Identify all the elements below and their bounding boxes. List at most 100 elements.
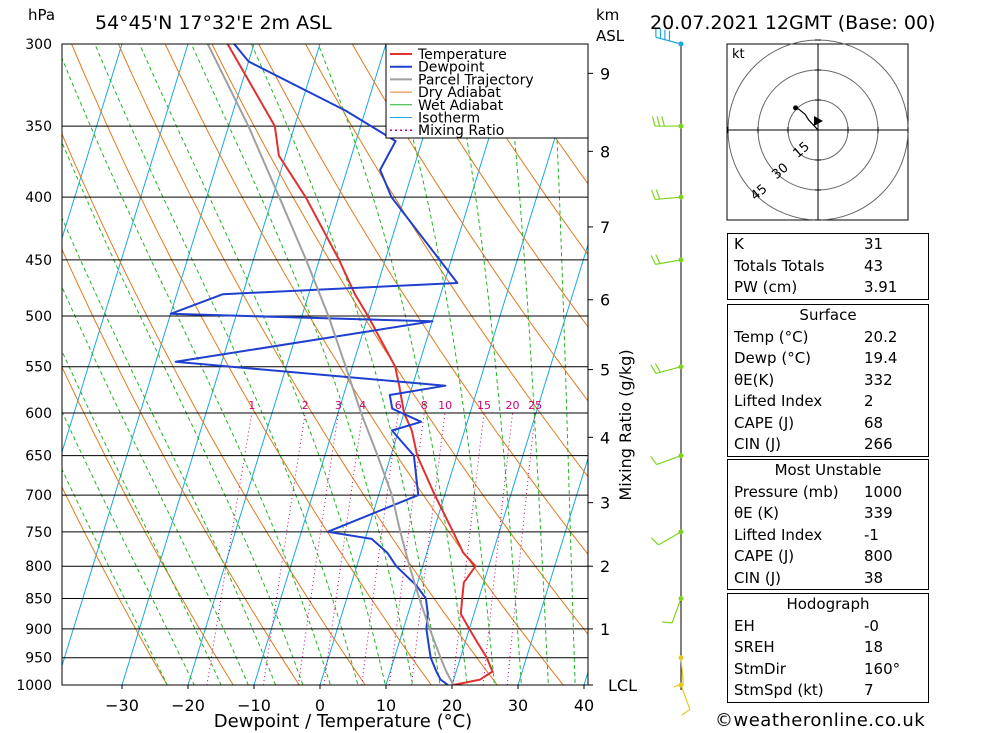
totals-totals-row: Totals Totals 43 <box>734 256 884 275</box>
legend-label-isotherm: Isotherm <box>418 111 480 127</box>
km-tick-label: 6 <box>600 291 610 310</box>
km-tick-label: 1 <box>600 620 610 639</box>
wet-adiabat-line <box>138 44 386 685</box>
mixing-ratio-line <box>323 412 364 685</box>
mixing-ratio-label: 2 <box>302 399 309 412</box>
wind-barb-staff <box>658 531 682 546</box>
temp-tick-label: 0 <box>315 696 325 715</box>
temp-tick-label: 20 <box>442 696 462 715</box>
surface-panel: Surface Temp (°C) 20.2 Dewp (°C) 19.4 θE(K… <box>727 304 929 457</box>
km-tick-label: 8 <box>600 142 610 161</box>
wind-barb-feather <box>655 254 661 264</box>
wind-barb-staff <box>655 36 682 45</box>
dry-adiabat-line <box>445 44 588 256</box>
wet-adiabat-line <box>250 44 441 685</box>
sreh-row: SREH 18 <box>734 638 884 656</box>
pressure-tick-label: 550 <box>25 360 52 376</box>
axes: 3003504004505005506006507007508008509009… <box>16 37 637 732</box>
pressure-lines <box>62 43 588 686</box>
mixing-ratio-line <box>262 412 306 685</box>
mixing-ratio-line <box>452 412 485 685</box>
dry-adiabat-line <box>71 44 432 685</box>
mixing-ratio-label: 1 <box>248 399 255 412</box>
temp-tick-label: 10 <box>376 696 396 715</box>
pressure-tick-label: 400 <box>25 190 52 206</box>
hodograph-storm-point <box>793 105 799 111</box>
most-unstable-panel: Most Unstable Pressure (mb) 1000 θE (K) 33… <box>727 459 929 590</box>
legend-label-wet-adiabat: Wet Adiabat <box>418 98 504 114</box>
hodograph-storm-motion-icon <box>814 116 823 126</box>
wet-adiabat-line <box>62 350 222 685</box>
plot-frame <box>61 43 589 686</box>
km-tick-label: 7 <box>600 218 610 237</box>
lcl-label: LCL <box>608 676 637 695</box>
hpa-unit-label: hPa <box>28 6 55 24</box>
mixing-ratio-label: 25 <box>528 399 542 412</box>
isotherm-line <box>121 44 321 685</box>
mixing-ratio-label: 4 <box>359 399 366 412</box>
wind-barb-feather <box>661 116 665 127</box>
isotherm-line <box>0 7 1 711</box>
background-lines: 1 2 3 4 6 8 10 15 20 25 <box>0 7 588 711</box>
legend-label-mixing-ratio: Mixing Ratio <box>418 123 504 139</box>
k-index-row: K 31 <box>734 235 884 253</box>
most-unstable-title: Most Unstable <box>774 461 882 479</box>
mixing-ratio-line <box>206 412 253 685</box>
isotherm-line <box>517 456 588 685</box>
wind-barb-staff <box>680 684 691 710</box>
temp-tick-label: −30 <box>105 696 139 715</box>
series-parcel-trajectory <box>206 44 455 685</box>
temp-tick-label: −20 <box>171 696 205 715</box>
wind-barb-staff <box>680 657 684 684</box>
wet-adiabat-line <box>62 285 249 685</box>
wet-adiabat-line <box>449 44 522 685</box>
mixing-ratio-label: 8 <box>421 399 428 412</box>
km-tick-label: 5 <box>600 361 610 380</box>
dry-adiabat-line <box>164 44 564 685</box>
pressure-tick-label: 650 <box>25 449 52 465</box>
km-tick-label: 3 <box>600 494 610 513</box>
mixing-ratio-line <box>361 412 399 685</box>
surface-temp-row: Temp (°C) 20.2 <box>734 327 898 346</box>
dry-adiabat-line <box>117 44 498 685</box>
wind-barb-feather <box>650 364 657 374</box>
surface-cape-row: CAPE (J) 68 <box>734 413 884 432</box>
hodograph-unit: kt <box>732 47 745 62</box>
pressure-tick-label: 800 <box>25 559 52 575</box>
eh-row: EH -0 <box>734 616 879 635</box>
hodograph-title: Hodograph <box>786 595 870 613</box>
temp-tick-label: −10 <box>237 696 271 715</box>
copyright-footer: ©weatheronline.co.uk <box>715 710 926 731</box>
hodograph-panel: Hodograph EH -0 SREH 18 StmDir 160° StmSpd … <box>727 593 929 703</box>
mu-li-row: Lifted Index -1 <box>734 525 879 544</box>
mixing-ratio-axis-label: Mixing Ratio (g/kg) <box>616 349 635 500</box>
legend-label-dry-adiabat: Dry Adiabat <box>418 85 501 101</box>
dry-adiabat-line <box>304 44 588 478</box>
isotherm-line <box>62 44 123 240</box>
pressure-tick-label: 1000 <box>16 678 52 694</box>
mu-theta-row: θE (K) 339 <box>734 504 893 522</box>
km-tick-label: 9 <box>600 64 610 83</box>
surface-li-row: Lifted Index 2 <box>734 392 874 410</box>
dry-adiabat-line <box>62 248 300 685</box>
mixing-ratio-label: 10 <box>438 399 452 412</box>
series-dewpoint <box>169 44 459 685</box>
pressure-tick-label: 950 <box>25 651 52 667</box>
site-link[interactable]: weatheronline.co.uk <box>733 710 926 731</box>
wet-adiabat-line <box>317 44 468 685</box>
temp-tick-label: 30 <box>508 696 528 715</box>
wind-barb-feather <box>654 363 661 373</box>
isotherm-line <box>62 44 255 668</box>
mixing-ratio-label: 3 <box>335 399 342 412</box>
isotherm-line <box>62 44 189 454</box>
wind-barb-feather <box>662 621 673 624</box>
dry-adiabat-line <box>62 486 168 685</box>
stmspd-row: StmSpd (kt) 7 <box>734 681 874 699</box>
pressure-tick-label: 500 <box>25 309 52 325</box>
pressure-tick-label: 300 <box>25 37 52 53</box>
mixing-ratio-line <box>388 412 425 685</box>
pw-row: PW (cm) 3.91 <box>734 278 898 296</box>
wind-barb-feather <box>681 708 691 716</box>
legend-box <box>385 43 589 139</box>
